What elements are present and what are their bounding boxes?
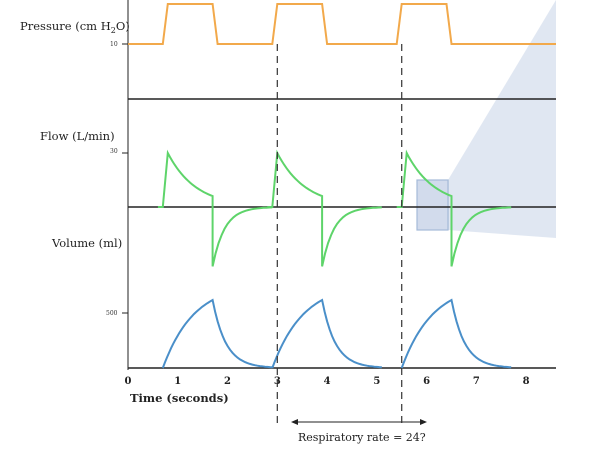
pressure-series: [128, 3, 556, 45]
volume-series: [161, 298, 512, 369]
annotation-arrowhead-right: [420, 419, 427, 425]
x-tick-label: 6: [423, 376, 430, 387]
volume-ytick: 500: [106, 310, 118, 317]
flow-ytick: 30: [110, 148, 118, 155]
annotation-arrowhead-left: [291, 419, 298, 425]
x-axis-label: Time (seconds): [130, 391, 229, 405]
x-tick-label: 7: [473, 376, 480, 387]
zoom-highlight-box: [416, 179, 449, 231]
volume-label: Volume (ml): [51, 236, 122, 250]
x-tick-label: 0: [125, 376, 132, 387]
x-tick-label: 4: [324, 376, 331, 387]
x-tick-label: 8: [523, 376, 530, 387]
x-tick-label: 1: [174, 376, 181, 387]
pressure-ytick: 10: [110, 41, 118, 48]
annotation-text: Respiratory rate = 24?: [298, 431, 426, 444]
zoom-callout-wedge: [448, 0, 556, 238]
x-tick-label: 3: [274, 376, 281, 387]
x-tick-label: 5: [373, 376, 380, 387]
flow-label: Flow (L/min): [40, 129, 115, 143]
flow-series: [157, 149, 512, 267]
x-tick-label: 2: [224, 376, 231, 387]
pressure-label: Pressure (cm H2O): [20, 19, 130, 35]
